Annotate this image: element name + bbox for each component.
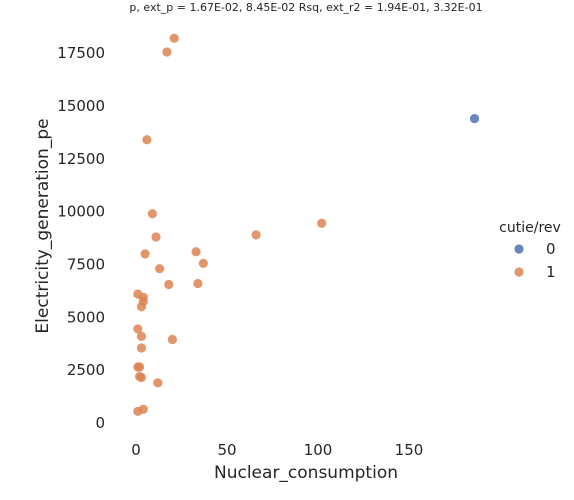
data-point-series-1 [147,209,157,219]
y-axis-ticks: 0 2500 5000 7500 10000 12500 15000 17500 [57,44,105,432]
data-point-series-1 [167,334,177,345]
data-point-series-1 [133,406,143,416]
data-point-series-1 [136,331,147,341]
data-point-series-1 [317,218,327,228]
data-point-series-1 [133,324,143,334]
y-tick-label: 0 [95,414,105,432]
data-point-series-1 [136,302,147,312]
y-tick-label: 12500 [57,150,105,168]
y-tick-label: 10000 [57,203,105,221]
y-axis-label: Electricity_generation_pe [33,118,53,333]
data-point-series-1 [153,378,163,388]
x-tick-label: 150 [395,441,424,459]
x-axis-label: Nuclear_consumption [214,463,398,483]
data-point-series-1 [135,362,145,372]
y-tick-label: 15000 [57,97,105,115]
data-point-series-1 [136,343,147,353]
y-tick-label: 2500 [67,361,105,379]
data-point-series-1 [140,249,150,259]
data-point-series-1 [193,278,203,289]
data-point-series-1 [164,279,174,290]
data-point-series-1 [251,230,261,240]
data-point-series-1 [198,258,208,268]
y-tick-label: 7500 [67,255,105,273]
data-point-series-1 [169,33,179,43]
y-tick-label: 17500 [57,44,105,62]
data-point-series-1 [136,372,147,383]
legend: cutie/rev 0 1 [499,220,561,281]
data-point-series-1 [155,264,165,274]
chart-title: p, ext_p = 1.67E-02, 8.45E-02 Rsq, ext_r… [129,1,482,14]
legend-label: 0 [546,240,556,258]
legend-label: 1 [546,263,556,281]
plot-area [133,33,480,416]
y-tick-label: 5000 [67,308,105,326]
x-tick-label: 50 [217,441,236,459]
x-tick-label: 0 [131,441,141,459]
data-point-series-1 [162,47,172,57]
legend-title: cutie/rev [499,220,561,236]
legend-marker [514,267,524,277]
data-point-series-1 [151,232,161,242]
data-point-series-0 [469,113,480,124]
data-point-series-1 [191,247,201,257]
legend-marker [514,244,524,254]
x-axis-ticks: 0 50 100 150 [131,441,423,459]
data-point-series-1 [142,135,152,145]
x-tick-label: 100 [304,441,333,459]
